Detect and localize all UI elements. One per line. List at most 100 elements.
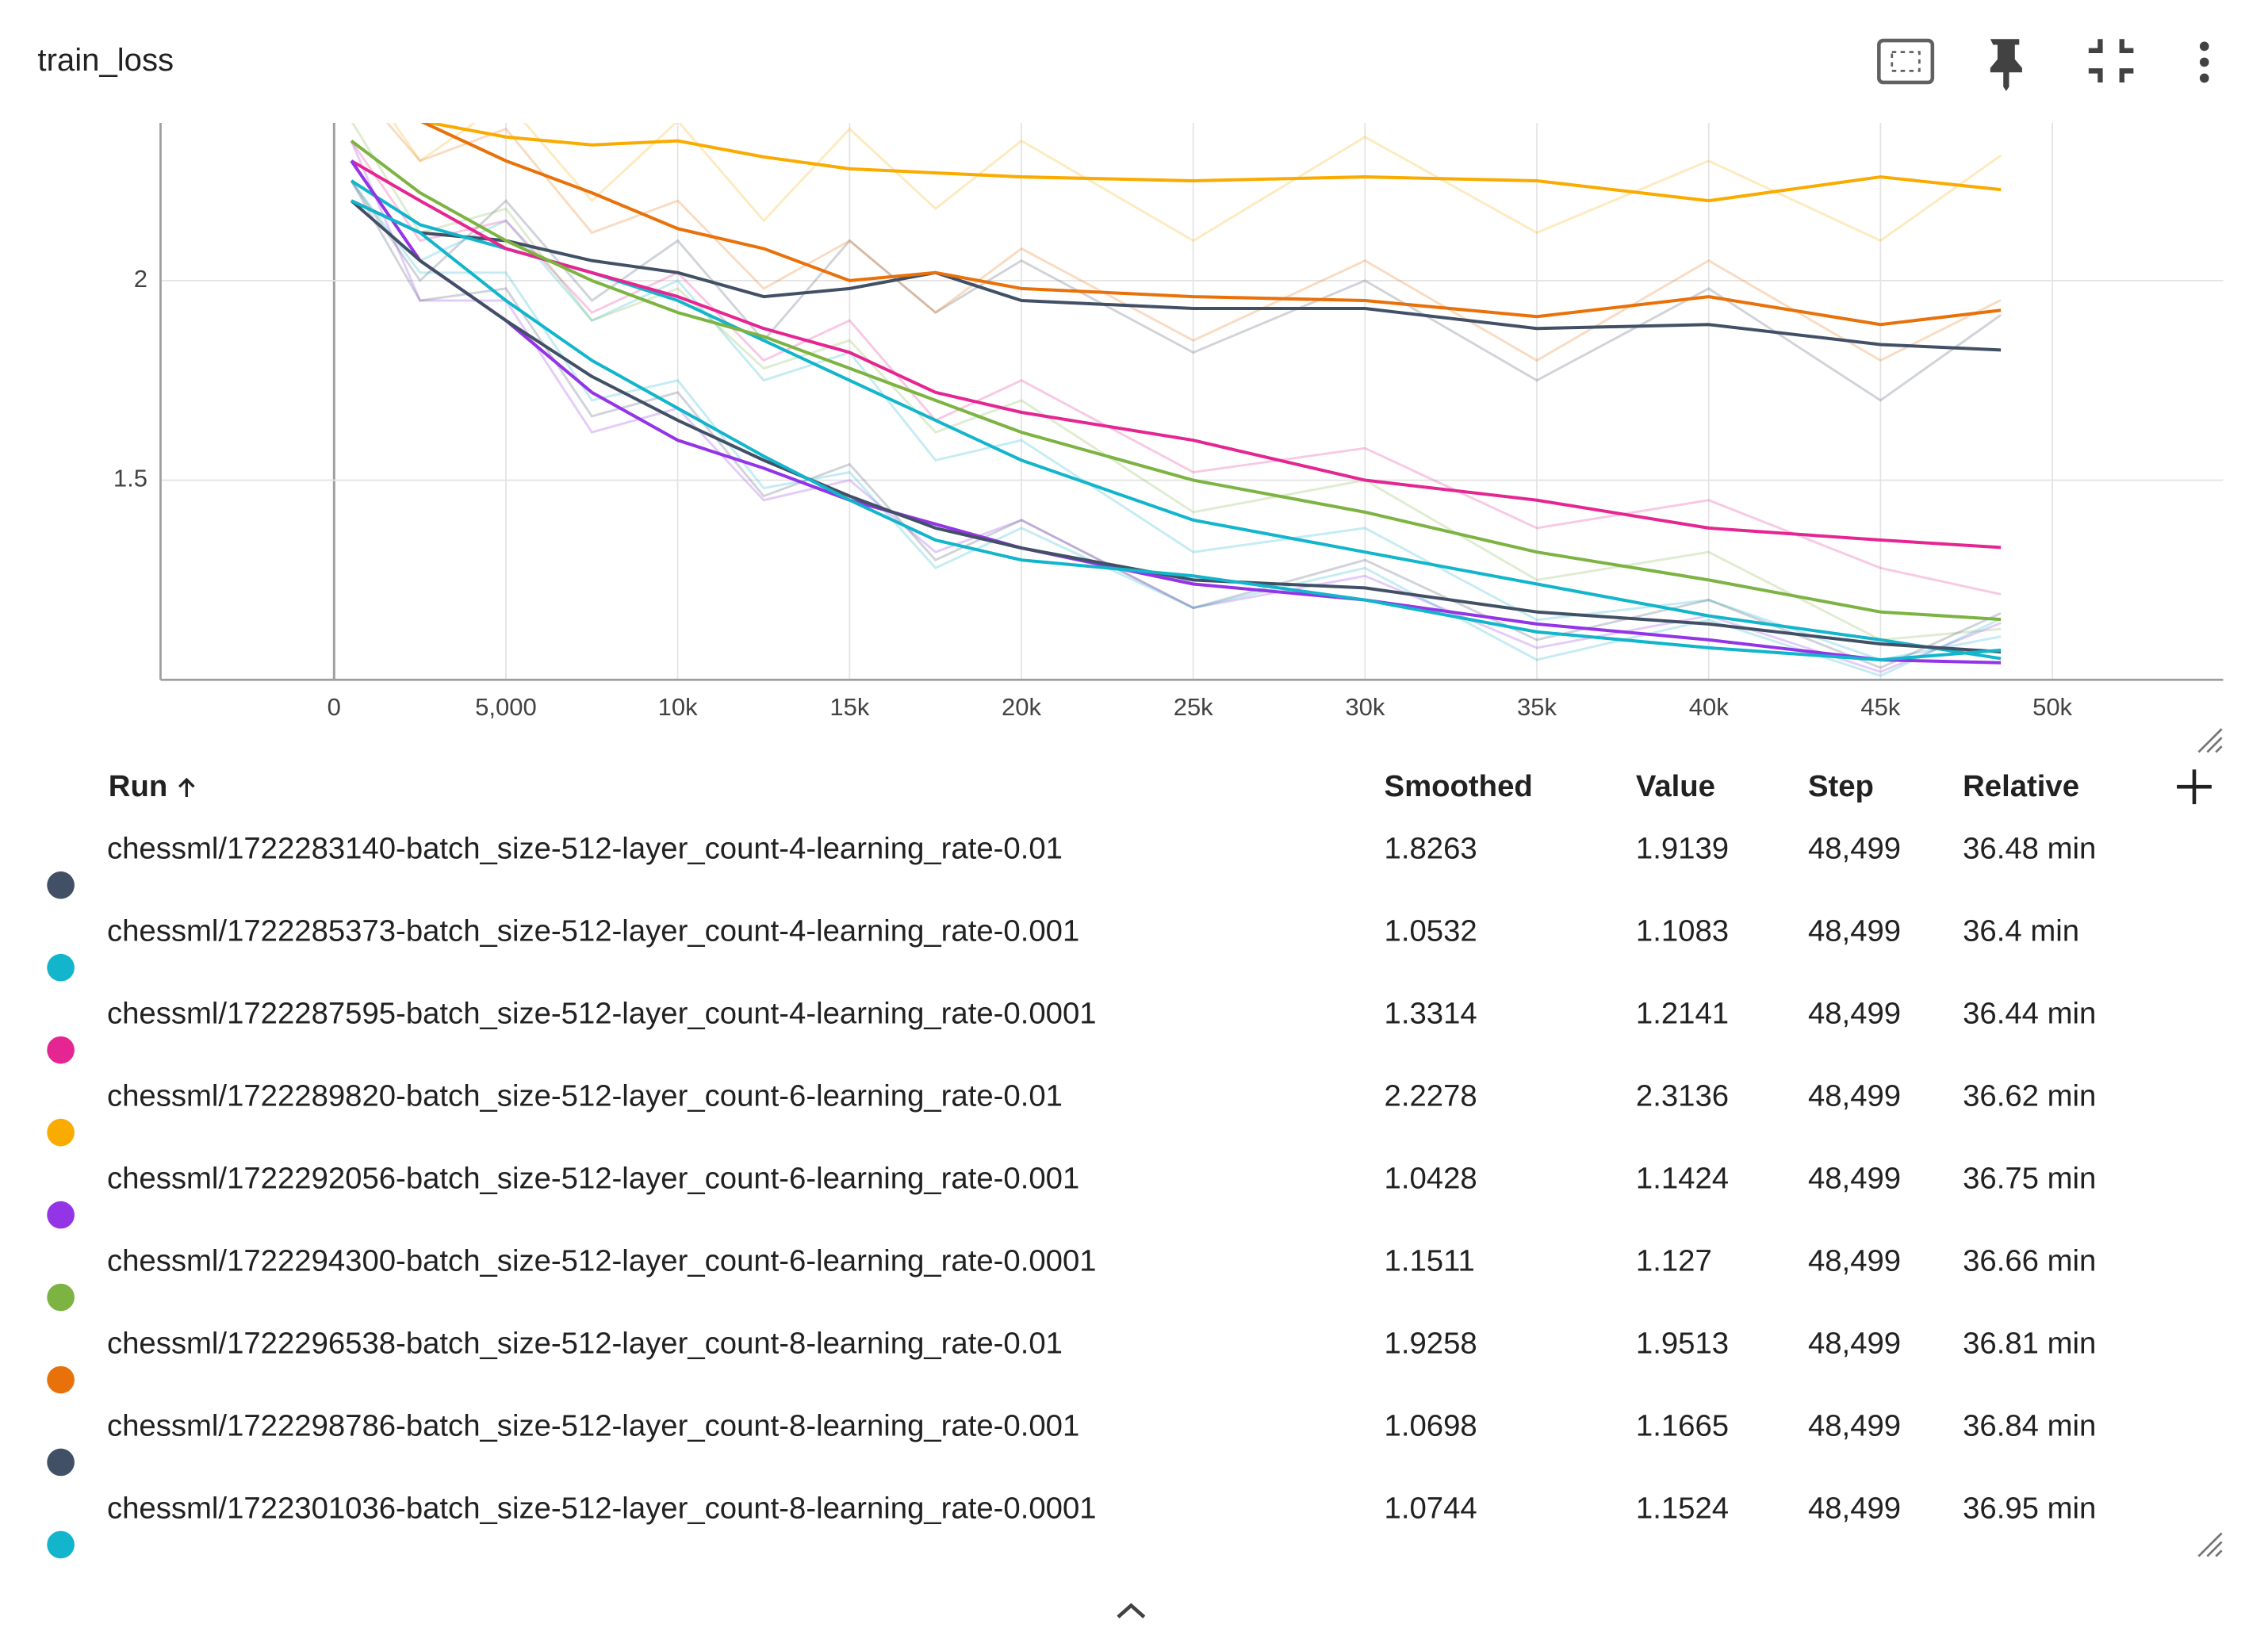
run-color-dot [47,1118,75,1147]
relative-time: 36.95 min [1963,1491,2096,1525]
step: 48,499 [1808,1408,1901,1442]
smoothed-line [350,159,2002,665]
smoothed-value: 1.0744 [1385,1491,1477,1525]
x-tick-label: 35k [1517,693,1557,721]
smoothed-line [422,123,2002,203]
raw-value: 1.9513 [1636,1326,1729,1360]
x-tick-label: 0 [328,693,341,721]
raw-line [350,159,2002,661]
collapse-table-button[interactable] [1117,1603,1146,1618]
run-color-dot [47,1448,75,1477]
x-tick-label: 45k [1860,693,1900,721]
run-color-dot [47,871,75,899]
smoothed-value: 1.3314 [1385,997,1477,1031]
raw-value: 1.2141 [1636,997,1729,1031]
raw-line [350,140,2002,596]
step: 48,499 [1808,832,1901,866]
step: 48,499 [1808,1161,1901,1195]
raw-line [350,180,2002,402]
raw-value: 1.1083 [1636,914,1729,948]
pin-button[interactable] [1990,39,2022,91]
run-name: chessml/1722289820-batch_size-512-layer_… [107,1078,1063,1113]
run-color-dot [47,1530,75,1559]
step: 48,499 [1808,997,1901,1031]
x-tick-label: 25k [1174,693,1213,721]
x-tick-label: 15k [829,693,869,721]
relative-time: 36.4 min [1963,914,2079,948]
smoothed-value: 1.0532 [1385,914,1477,948]
raw-value: 1.1665 [1636,1408,1729,1442]
raw-value: 1.1424 [1636,1161,1729,1195]
plot-area: 0 5,000 10k 15k 20k 25k 30k 35k 40k 45k 50k 1.5 2 [113,123,2224,721]
run-color-dot [47,1283,75,1312]
resize-handle[interactable] [2197,728,2223,753]
smoothed-line [351,199,2002,662]
column-header: Value [1636,769,1715,803]
raw-line [385,123,2002,362]
raw-line [350,180,2002,669]
raw-line [350,180,2002,677]
raw-value: 1.127 [1636,1243,1712,1278]
smoothed-line [351,159,2002,550]
run-name: chessml/1722283140-batch_size-512-layer_… [107,832,1063,866]
smoothed-value: 1.1511 [1385,1243,1475,1278]
runs-table: Run Smoothed Value Step Relative chessml/1722… [47,769,2096,1559]
run-color-dot [47,1201,75,1229]
x-tick-label: 10k [658,693,698,721]
relative-time: 36.66 min [1963,1243,2096,1278]
column-header: Step [1808,769,1874,803]
x-tick-label: 30k [1345,693,1385,721]
step: 48,499 [1808,1326,1901,1360]
raw-line [393,123,2002,243]
raw-value: 1.9139 [1636,832,1729,866]
run-name: chessml/1722294300-batch_size-512-layer_… [107,1243,1097,1278]
step: 48,499 [1808,1078,1901,1113]
y-tick-label: 1.5 [113,465,147,492]
smoothed-value: 1.8263 [1385,832,1477,866]
relative-time: 36.75 min [1963,1161,2096,1195]
raw-value: 1.1524 [1636,1491,1729,1525]
run-name: chessml/1722301036-batch_size-512-layer_… [107,1491,1097,1525]
relative-time: 36.81 min [1963,1326,2096,1360]
run-name: chessml/1722298786-batch_size-512-layer_… [107,1408,1079,1442]
fit-domain-button[interactable] [1877,38,1935,85]
step: 48,499 [1808,1243,1901,1278]
collapse-button[interactable] [2088,39,2134,82]
step: 48,499 [1808,1491,1901,1525]
sort-arrow [178,777,195,797]
smoothed-line [420,123,2002,327]
smoothed-line [350,199,2002,654]
column-header: Run [109,769,167,803]
run-color-dot [47,953,75,982]
x-tick-label: 20k [1002,693,1041,721]
resize-handle[interactable] [2197,1532,2223,1557]
smoothed-value: 1.0698 [1385,1408,1477,1442]
smoothed-value: 1.0428 [1385,1161,1477,1195]
x-tick-label: 40k [1689,693,1729,721]
run-name: chessml/1722296538-batch_size-512-layer_… [107,1326,1063,1360]
x-tick-label: 5,000 [475,693,537,721]
smoothed-value: 1.9258 [1385,1326,1477,1360]
raw-line [350,140,2002,673]
run-color-dot [47,1036,75,1064]
relative-time: 36.44 min [1963,997,2096,1031]
relative-time: 36.84 min [1963,1408,2096,1442]
card-title: train_loss [37,42,174,78]
raw-value: 2.3136 [1636,1078,1729,1113]
relative-time: 36.62 min [1963,1078,2096,1113]
run-name: chessml/1722285373-batch_size-512-layer_… [107,914,1079,948]
column-header: Smoothed [1385,769,1533,803]
step: 48,499 [1808,914,1901,948]
smoothed-line [350,140,2002,622]
add-column-button[interactable] [2177,769,2212,805]
x-tick-label: 50k [2032,693,2072,721]
series-group [350,123,2002,677]
column-header: Relative [1963,769,2079,803]
more-menu-button[interactable] [2199,41,2209,83]
y-tick-label: 2 [134,265,147,293]
run-color-dot [47,1366,75,1394]
run-name: chessml/1722292056-batch_size-512-layer_… [107,1161,1079,1195]
run-name: chessml/1722287595-batch_size-512-layer_… [107,997,1097,1031]
